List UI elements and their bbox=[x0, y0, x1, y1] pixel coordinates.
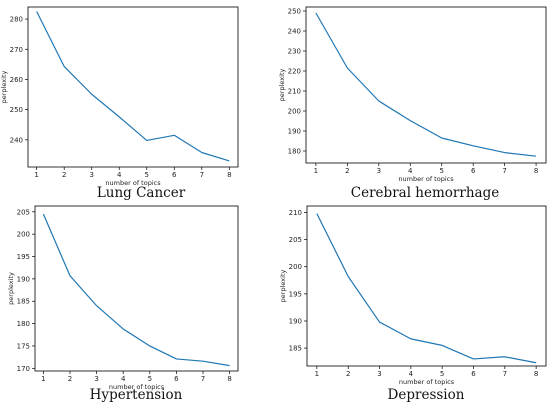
y-tick-label: 250 bbox=[10, 106, 23, 114]
y-tick-label: 185 bbox=[289, 345, 302, 353]
x-tick-label: 8 bbox=[227, 171, 231, 179]
plot-frame bbox=[306, 205, 547, 367]
x-tick-label: 2 bbox=[62, 171, 66, 179]
x-tick-label: 6 bbox=[172, 171, 177, 179]
series-line bbox=[316, 213, 537, 364]
plot-frame bbox=[34, 205, 239, 372]
series-line bbox=[315, 12, 537, 157]
y-tick-label: 210 bbox=[288, 88, 301, 96]
x-tick-label: 7 bbox=[200, 171, 204, 179]
x-tick-label: 6 bbox=[471, 167, 476, 175]
x-tick-label: 6 bbox=[174, 375, 179, 383]
y-tick-label: 200 bbox=[17, 231, 30, 239]
y-tick-label: 185 bbox=[17, 298, 30, 306]
x-tick-label: 3 bbox=[89, 171, 93, 179]
y-tick-label: 270 bbox=[10, 46, 23, 54]
x-tick-label: 4 bbox=[408, 167, 413, 175]
x-tick-label: 8 bbox=[534, 370, 538, 378]
caption-depression: Depression bbox=[387, 387, 465, 403]
x-tick-label: 6 bbox=[471, 370, 476, 378]
x-axis-label: number of topics bbox=[105, 179, 161, 187]
y-tick-label: 260 bbox=[10, 76, 23, 84]
y-tick-label: 240 bbox=[10, 136, 23, 144]
plot-frame bbox=[305, 6, 547, 164]
x-tick-label: 7 bbox=[503, 370, 507, 378]
x-tick-label: 8 bbox=[534, 167, 538, 175]
y-tick-label: 195 bbox=[289, 290, 302, 298]
y-axis-label: perplexity bbox=[0, 71, 8, 104]
y-tick-label: 205 bbox=[289, 236, 302, 244]
x-tick-label: 1 bbox=[315, 370, 319, 378]
series-line bbox=[42, 213, 230, 367]
x-tick-label: 2 bbox=[346, 370, 350, 378]
x-tick-label: 1 bbox=[34, 171, 38, 179]
x-tick-label: 1 bbox=[41, 375, 45, 383]
y-axis-label: perplexity bbox=[7, 272, 15, 305]
caption-lung-cancer: Lung Cancer bbox=[96, 185, 186, 201]
x-tick-label: 2 bbox=[68, 375, 72, 383]
x-tick-label: 3 bbox=[377, 167, 381, 175]
y-tick-label: 190 bbox=[288, 128, 301, 136]
y-tick-label: 230 bbox=[288, 48, 301, 56]
y-tick-label: 200 bbox=[289, 263, 302, 271]
x-tick-label: 2 bbox=[345, 167, 349, 175]
x-tick-label: 4 bbox=[121, 375, 126, 383]
y-tick-label: 190 bbox=[289, 317, 302, 325]
chart-lung-cancer: 1 2 3 4 5 6 7 8 240 250 260 270 280 number of topics p… bbox=[0, 6, 239, 187]
x-tick-label: 1 bbox=[314, 167, 318, 175]
x-tick-label: 4 bbox=[409, 370, 414, 378]
y-tick-label: 240 bbox=[288, 28, 301, 36]
y-tick-label: 205 bbox=[17, 208, 30, 216]
caption-cerebral-hemorrhage: Cerebral hemorrhage bbox=[350, 185, 500, 201]
x-tick-label: 3 bbox=[94, 375, 98, 383]
x-axis-label: number of topics bbox=[399, 378, 455, 386]
y-tick-label: 250 bbox=[288, 8, 301, 16]
y-tick-label: 190 bbox=[17, 275, 30, 283]
x-tick-label: 7 bbox=[502, 167, 506, 175]
y-tick-label: 220 bbox=[288, 68, 301, 76]
y-axis-label: perplexity bbox=[279, 270, 287, 303]
y-axis-label: perplexity bbox=[278, 69, 286, 102]
y-tick-label: 195 bbox=[17, 253, 30, 261]
x-tick-label: 4 bbox=[117, 171, 122, 179]
plot-frame bbox=[27, 6, 239, 168]
x-axis-label: number of topics bbox=[398, 175, 454, 183]
caption-hypertension: Hypertension bbox=[89, 387, 183, 403]
chart-cerebral-hemorrhage: 1 2 3 4 5 6 7 8 180 190 200 210 220 230 240 250 number o… bbox=[278, 6, 547, 183]
series-line bbox=[36, 11, 230, 162]
y-tick-label: 170 bbox=[17, 365, 30, 373]
x-tick-label: 7 bbox=[201, 375, 205, 383]
chart-hypertension: 1 2 3 4 5 6 7 8 170 175 180 185 190 195 200 205 number o… bbox=[7, 205, 239, 391]
x-tick-label: 5 bbox=[148, 375, 152, 383]
y-tick-label: 175 bbox=[17, 342, 30, 350]
x-tick-label: 3 bbox=[377, 370, 381, 378]
y-tick-label: 210 bbox=[289, 209, 302, 217]
x-tick-label: 5 bbox=[440, 370, 444, 378]
chart-depression: 1 2 3 4 5 6 7 8 185 190 195 200 205 210 number of topi… bbox=[279, 205, 547, 386]
x-tick-label: 8 bbox=[227, 375, 231, 383]
x-tick-label: 5 bbox=[145, 171, 149, 179]
x-tick-label: 5 bbox=[439, 167, 443, 175]
y-tick-label: 280 bbox=[10, 16, 23, 24]
y-tick-label: 200 bbox=[288, 108, 301, 116]
x-axis-label: number of topics bbox=[109, 383, 165, 391]
y-tick-label: 180 bbox=[17, 320, 30, 328]
y-tick-label: 180 bbox=[288, 148, 301, 156]
